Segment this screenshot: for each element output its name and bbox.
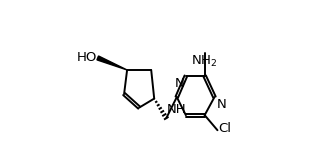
Text: HO: HO	[77, 51, 97, 64]
Text: N: N	[174, 77, 184, 90]
Text: NH: NH	[167, 103, 187, 116]
Text: Cl: Cl	[219, 122, 232, 135]
Text: NH$_2$: NH$_2$	[192, 54, 218, 69]
Polygon shape	[97, 56, 127, 70]
Text: N: N	[216, 98, 226, 111]
